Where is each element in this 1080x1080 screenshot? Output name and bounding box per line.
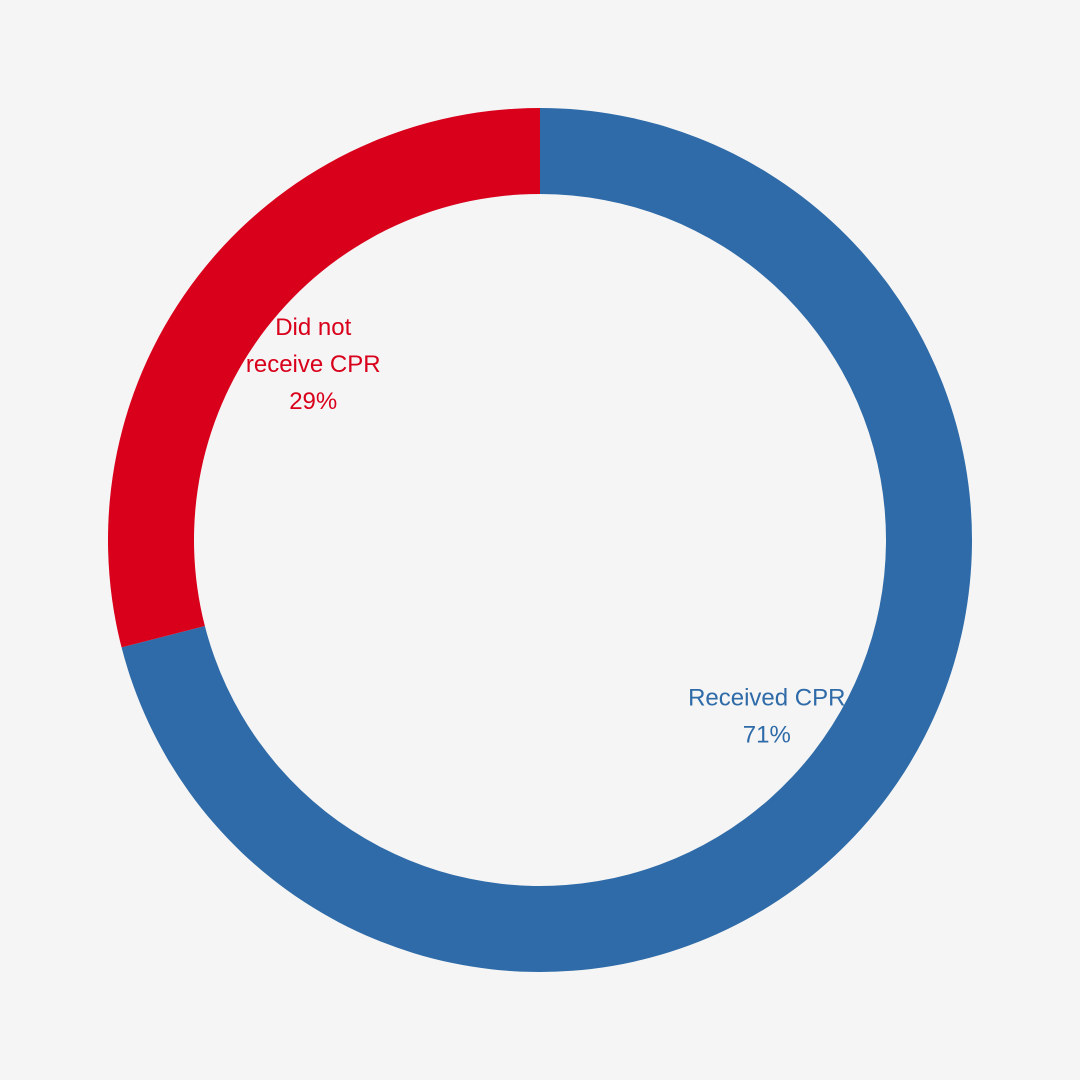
slice-name-line: Received CPR (688, 684, 845, 711)
slice-value-label: 29% (289, 388, 337, 415)
slice-name-line: Did not (275, 314, 351, 341)
slice-value-label: 71% (743, 721, 791, 748)
slice-label-did-not-receive-cpr: Did not receive CPR 29% (246, 314, 381, 415)
donut-slice-did-not-receive-cpr (107, 108, 540, 648)
slice-name-line: receive CPR (246, 351, 381, 378)
slice-label-received-cpr: Received CPR 71% (688, 684, 845, 748)
